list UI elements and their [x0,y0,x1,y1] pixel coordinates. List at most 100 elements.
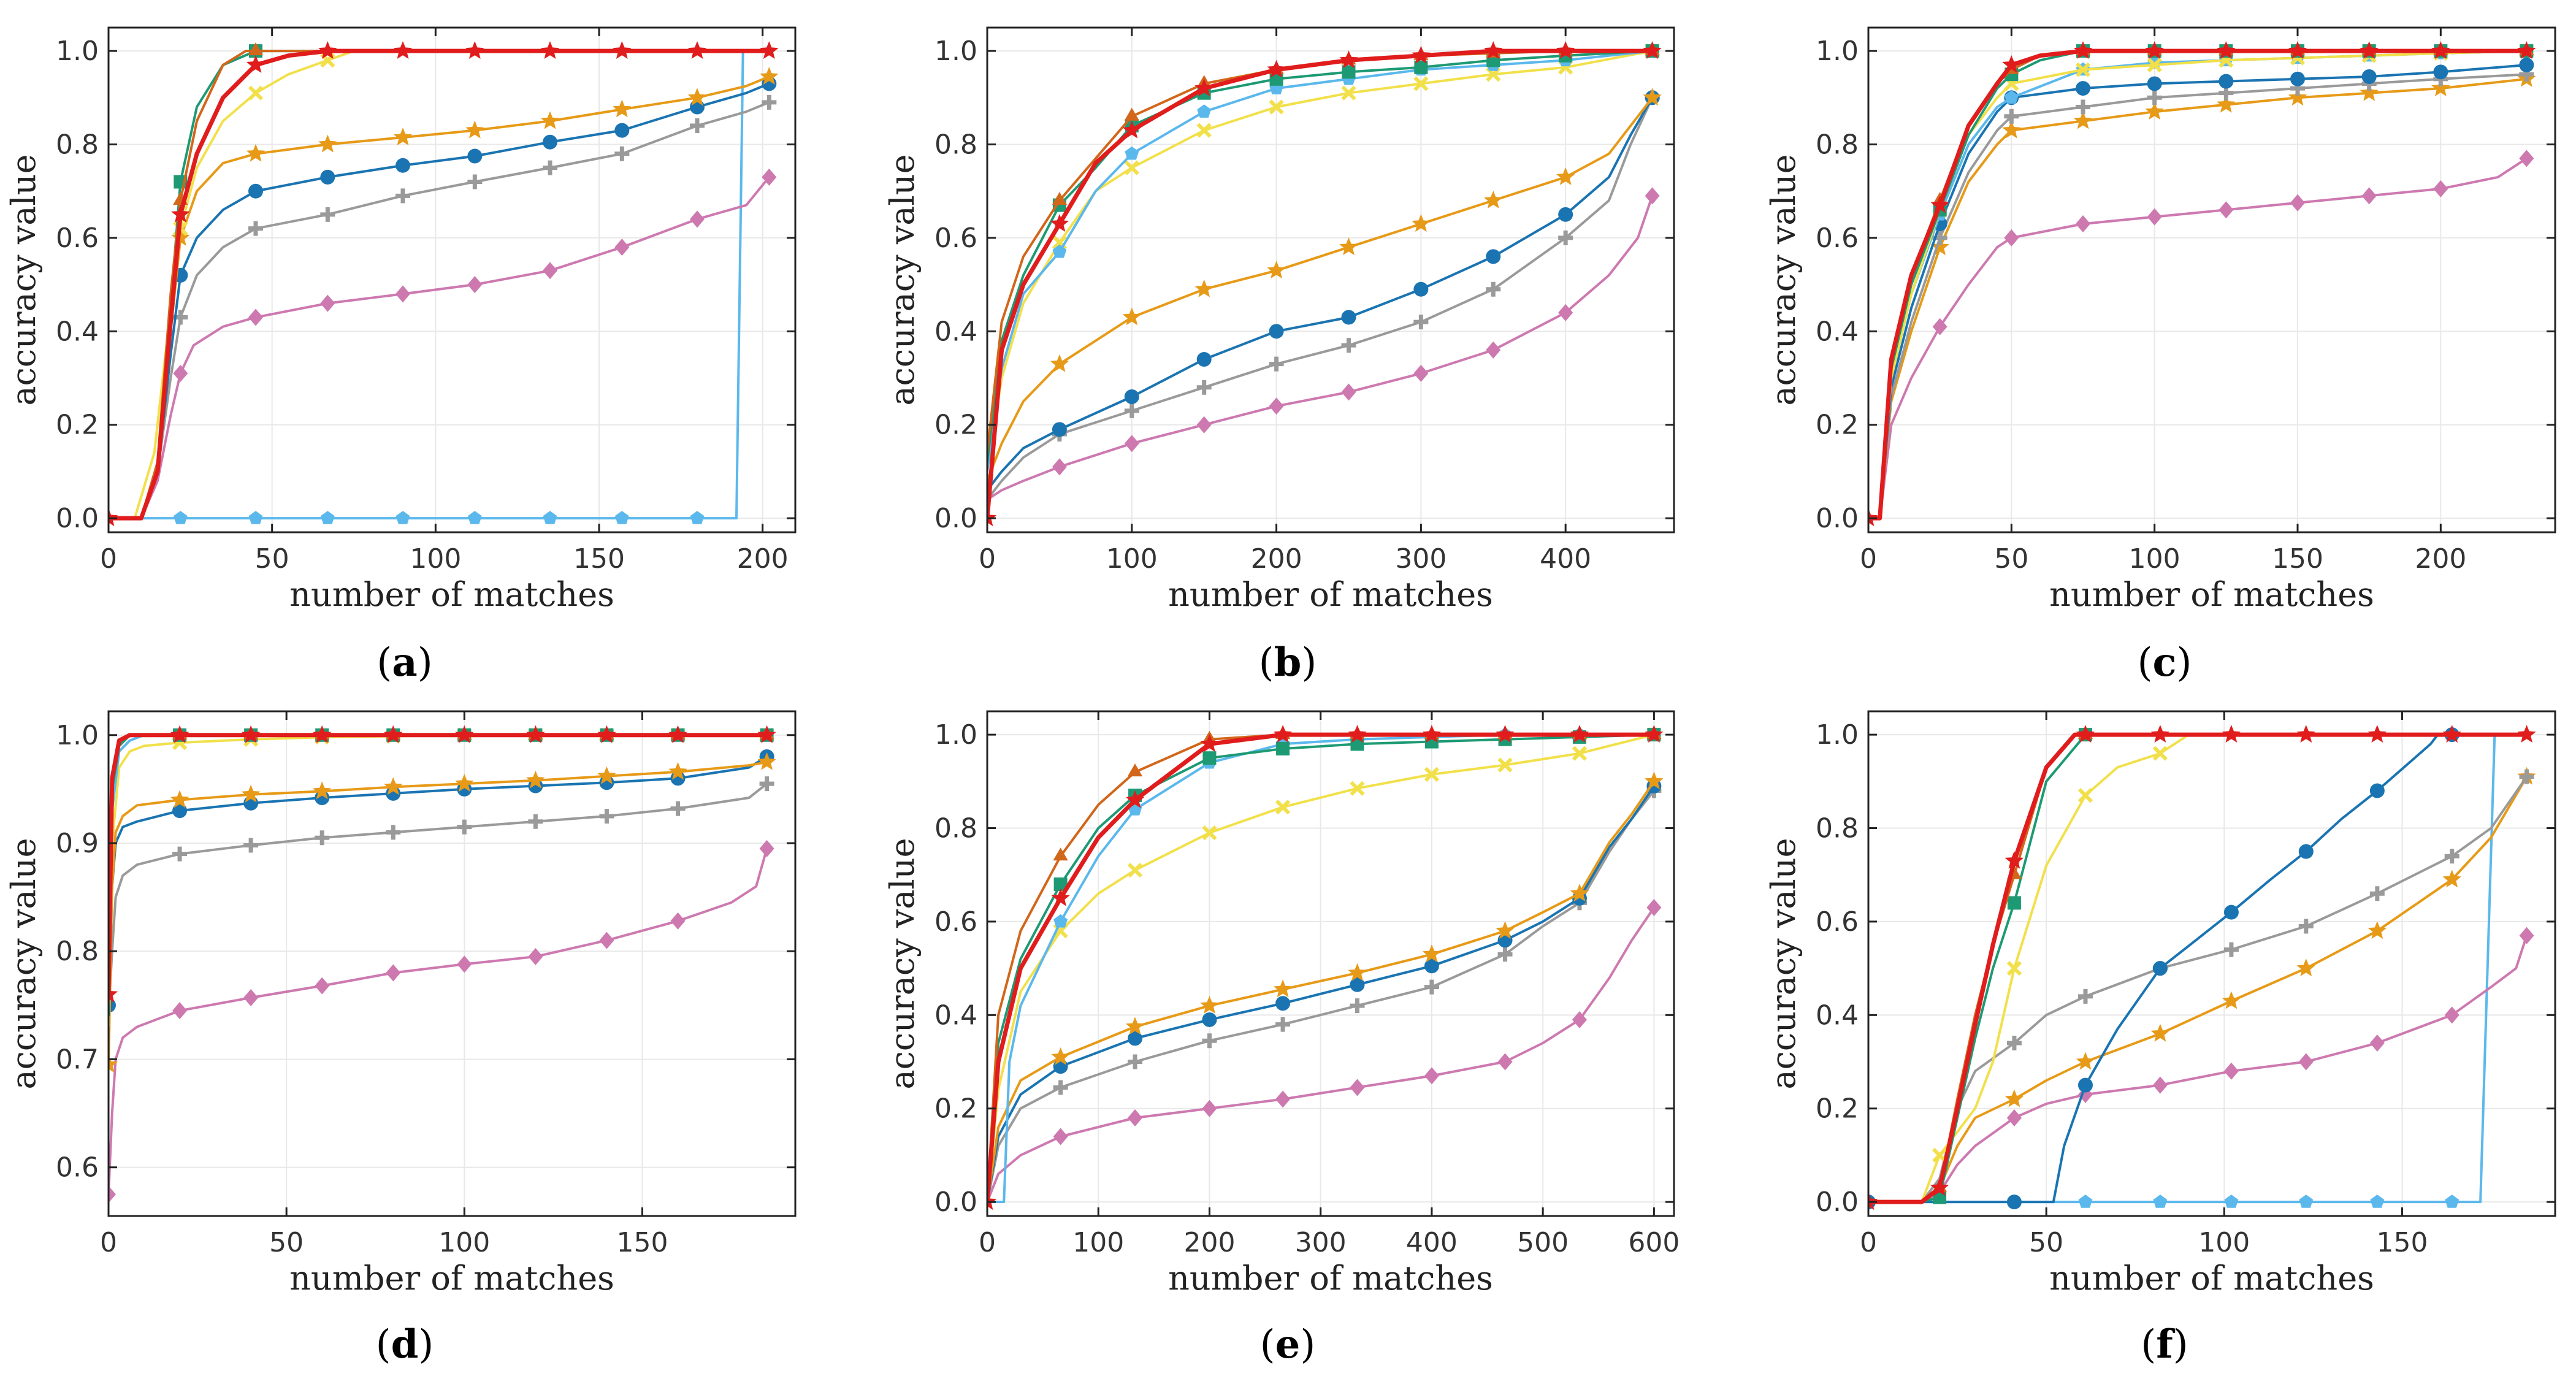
marker-a-gray-2 [320,207,335,222]
marker-a-gray-1 [248,221,263,236]
marker-c-red-1 [1930,195,1949,213]
marker-c-pink-3 [2147,208,2162,226]
marker-a-skyblue-7 [690,511,705,524]
marker-b-pink-8 [1645,187,1660,205]
xlabel-e: number of matches [1168,1259,1493,1298]
marker-a-gray-3 [396,188,410,204]
ytick-label-a-2: 0.4 [56,316,99,347]
marker-d-gray-2 [315,830,330,846]
marker-e-orange-6 [1496,921,1515,939]
ytick-label-d-1: 0.7 [56,1044,99,1075]
xlabel-c: number of matches [2049,575,2374,614]
marker-a-orange-3 [393,128,413,145]
marker-c-red-0 [1868,508,1878,527]
marker-e-darkorange-0 [1053,847,1068,861]
marker-e-blue-5 [1424,958,1439,974]
marker-a-pink-3 [396,285,410,303]
series-line-f-red [1868,732,2527,1204]
marker-e-yellow-4 [1350,781,1365,796]
marker-b-blue-3 [1269,324,1284,339]
series-group-d [109,725,776,1203]
marker-f-blue-2 [2077,1077,2093,1093]
marker-b-yellow-2 [1196,123,1212,138]
marker-f-gray-7 [2519,769,2534,784]
marker-e-red-2 [1125,790,1145,808]
xtick-label-f-3: 150 [2376,1227,2428,1258]
marker-c-pink-5 [2290,194,2305,212]
ylabel-f: accuracy value [1764,838,1803,1089]
marker-d-pink-1 [172,1002,188,1020]
marker-a-orange-2 [318,134,337,153]
marker-a-skyblue-4 [467,511,482,524]
marker-c-blue-3 [2147,76,2162,91]
marker-b-orange-5 [1412,214,1431,232]
marker-b-orange-6 [1484,191,1503,208]
xtick-label-e-0: 0 [979,1227,996,1258]
marker-e-red-7 [1496,725,1515,743]
marker-b-red-8 [1556,41,1575,59]
marker-a-orange-6 [613,99,632,118]
marker-f-gray-4 [2298,919,2314,934]
marker-c-pink-8 [2519,150,2534,167]
marker-f-skyblue-7 [2445,1195,2459,1208]
marker-c-blue-7 [2433,64,2448,80]
panel-a: 0 50 100 150 200 0.0 0.2 0.4 0.6 0.8 1.0 number of … [4,26,797,614]
marker-f-red-0 [1868,1192,1878,1210]
xtick-label-b-2: 200 [1251,543,1302,575]
marker-e-blue-1 [1128,1031,1143,1046]
series-line-a-darkorange [109,50,770,520]
series-line-d-darkorange [109,733,767,1006]
marker-d-pink-4 [386,964,401,982]
marker-e-gray-1 [1128,1054,1143,1069]
ylabel-d: accuracy value [4,838,43,1089]
marker-b-yellow-1 [1124,160,1139,175]
marker-c-pink-4 [2219,201,2234,219]
marker-c-gray-3 [2147,90,2162,105]
marker-c-orange-3 [2145,102,2164,120]
series-line-f-yellow [1868,733,2190,1204]
marker-d-pink-0 [109,1185,116,1203]
xtick-label-c-4: 200 [2415,543,2466,575]
ytick-label-d-4: 1.0 [56,720,99,751]
marker-a-blue-6 [614,123,630,138]
marker-e-yellow-7 [1572,746,1588,761]
ytick-label-c-2: 0.4 [1816,316,1859,347]
axes-frame-e [986,710,1675,1217]
marker-b-gray-2 [1196,380,1212,395]
caption-b: (b) [1258,640,1317,686]
series-line-d-green [109,733,767,1017]
marker-e-gray-5 [1424,979,1439,995]
marker-d-red-8 [668,725,687,743]
marker-f-blue-4 [2223,904,2239,920]
marker-d-red-2 [241,725,261,743]
series-group-c [1868,41,2536,527]
marker-c-blue-4 [2219,74,2234,89]
marker-f-blue-3 [2152,961,2168,976]
marker-d-red-9 [757,725,776,743]
marker-a-red-8 [687,41,707,59]
marker-f-yellow-2 [2077,788,2093,803]
caption-d: (d) [375,1321,434,1367]
marker-f-pink-0 [2006,1109,2022,1126]
marker-b-gray-4 [1341,338,1356,353]
series-line-b-yellow [987,50,1653,472]
marker-a-skyblue-1 [248,511,263,524]
marker-d-orange-0 [109,1055,118,1073]
ytick-label-e-0: 0.0 [934,1187,977,1218]
marker-c-pink-2 [2076,215,2090,233]
marker-f-orange-1 [2076,1052,2095,1070]
marker-d-gray-3 [386,825,401,840]
marker-b-orange-4 [1339,237,1358,256]
marker-c-pink-1 [2004,229,2019,247]
marker-e-blue-3 [1275,996,1291,1011]
marker-f-orange-0 [2005,1089,2024,1107]
marker-f-blue-5 [2298,844,2314,859]
marker-e-yellow-5 [1424,767,1440,782]
marker-b-green-4 [1342,65,1356,79]
series-line-f-orange [1868,776,2528,1204]
panel-b: 0 100 200 300 400 0.0 0.2 0.4 0.6 0.8 1.0 number of… [883,26,1675,614]
marker-e-orange-4 [1348,963,1367,981]
series-group-b [987,41,1662,527]
marker-e-green-0 [1053,877,1068,891]
axes-frame-c [1867,26,2556,533]
